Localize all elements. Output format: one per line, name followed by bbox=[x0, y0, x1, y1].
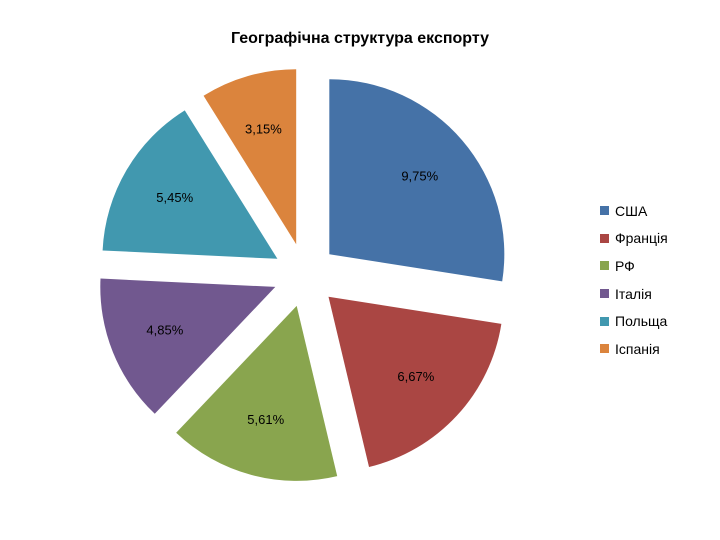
chart-legend: США Франція РФ Італія Польща Іспанія bbox=[600, 197, 668, 363]
legend-label: США bbox=[615, 202, 648, 219]
slice-label-3: 4,85% bbox=[146, 323, 183, 338]
pie-slice-0 bbox=[329, 79, 505, 282]
legend-label: Іспанія bbox=[615, 340, 660, 357]
slice-label-1: 6,67% bbox=[397, 369, 434, 384]
slice-label-5: 3,15% bbox=[245, 121, 282, 136]
legend-item-3: Італія bbox=[600, 280, 668, 308]
pie-slice-4 bbox=[102, 110, 278, 259]
slice-label-0: 9,75% bbox=[401, 168, 438, 183]
pie-slice-2 bbox=[176, 305, 338, 481]
pie-slice-3 bbox=[100, 278, 276, 414]
legend-item-1: Франція bbox=[600, 225, 668, 253]
slice-label-4: 5,45% bbox=[156, 190, 193, 205]
legend-label: Польща bbox=[615, 313, 668, 330]
legend-item-5: Іспанія bbox=[600, 335, 668, 363]
legend-item-4: Польща bbox=[600, 307, 668, 335]
legend-item-2: РФ bbox=[600, 252, 668, 280]
legend-label: РФ bbox=[615, 257, 635, 274]
legend-label: Італія bbox=[615, 285, 652, 302]
legend-swatch bbox=[600, 289, 609, 299]
legend-swatch bbox=[600, 261, 609, 271]
legend-swatch bbox=[600, 316, 609, 326]
legend-swatch bbox=[600, 206, 609, 216]
legend-swatch bbox=[600, 233, 609, 243]
chart-title: Географічна структура експорту bbox=[231, 30, 489, 47]
pie-slice-1 bbox=[328, 296, 502, 467]
legend-item-0: США bbox=[600, 197, 668, 225]
legend-swatch bbox=[600, 344, 609, 354]
legend-label: Франція bbox=[615, 230, 668, 247]
pie-slice-5 bbox=[203, 69, 297, 245]
slice-label-2: 5,61% bbox=[247, 412, 284, 427]
